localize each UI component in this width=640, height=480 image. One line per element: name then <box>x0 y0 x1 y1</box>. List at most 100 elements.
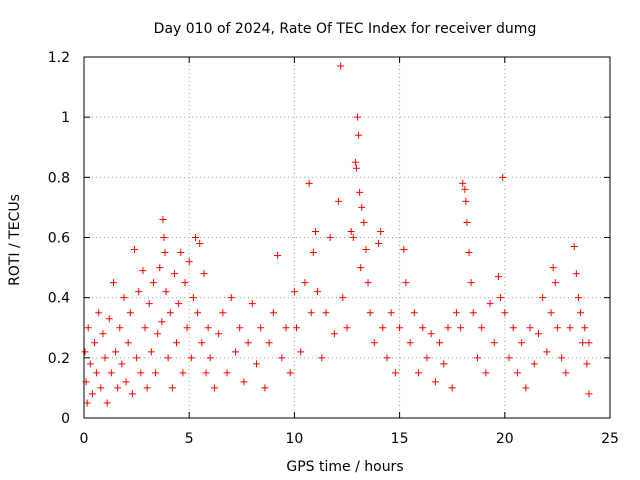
data-point <box>534 330 542 338</box>
data-point <box>379 324 387 332</box>
data-point <box>326 234 334 241</box>
data-point <box>337 62 345 70</box>
data-point <box>156 264 164 272</box>
data-point <box>448 384 456 392</box>
data-point <box>497 294 505 302</box>
data-point <box>194 309 202 317</box>
data-point <box>145 300 153 308</box>
y-tick-label: 0.8 <box>48 170 70 186</box>
data-point <box>391 369 399 377</box>
data-point <box>423 354 431 362</box>
data-point <box>322 309 330 317</box>
data-point <box>440 360 448 368</box>
data-point <box>444 324 452 332</box>
data-point <box>143 384 151 392</box>
data-point <box>566 324 574 332</box>
x-tick-label: 10 <box>285 431 303 447</box>
data-point <box>154 330 162 338</box>
data-point <box>467 279 475 287</box>
data-point <box>354 113 362 121</box>
data-point <box>427 330 435 338</box>
data-point <box>227 294 235 302</box>
data-point <box>118 360 126 368</box>
data-point <box>126 309 134 317</box>
data-point <box>173 339 181 347</box>
data-point <box>572 270 580 278</box>
data-point <box>360 218 368 226</box>
data-point <box>356 188 364 196</box>
data-point <box>183 324 191 332</box>
data-point <box>122 378 130 386</box>
data-point <box>128 390 136 398</box>
data-point <box>352 164 360 172</box>
data-point <box>141 324 149 332</box>
data-point <box>358 203 366 211</box>
y-tick-label: 1 <box>61 110 70 126</box>
data-point <box>147 348 155 356</box>
data-point <box>402 279 410 287</box>
data-point <box>93 369 101 377</box>
data-point <box>311 227 319 235</box>
data-point <box>189 294 197 302</box>
data-point <box>387 309 395 317</box>
data-point <box>265 339 273 347</box>
data-point <box>99 330 107 338</box>
data-point <box>366 309 374 317</box>
data-point <box>210 384 218 392</box>
data-point <box>486 300 494 308</box>
data-point <box>357 264 365 272</box>
data-point <box>236 324 244 332</box>
data-point <box>431 378 439 386</box>
data-point <box>436 339 444 347</box>
data-point <box>343 324 351 332</box>
data-point <box>339 294 347 302</box>
y-tick-label: 0.4 <box>48 291 70 307</box>
axis-ticks: 0 0.2 0.4 0.6 0.8 1 1.2 0 5 10 15 20 25 <box>48 50 619 447</box>
x-tick-label: 20 <box>496 431 514 447</box>
data-point <box>518 339 526 347</box>
data-point <box>457 324 465 332</box>
data-point <box>585 390 593 398</box>
data-point <box>168 384 176 392</box>
data-point <box>103 399 111 407</box>
data-point <box>375 240 383 248</box>
data-point <box>248 300 256 308</box>
data-point <box>95 309 103 317</box>
data-point <box>547 309 555 317</box>
data-point <box>585 339 593 347</box>
x-tick-label: 15 <box>391 431 409 447</box>
data-point <box>282 324 290 332</box>
data-point <box>309 249 317 257</box>
data-point <box>462 197 470 205</box>
data-point <box>84 324 92 332</box>
data-point <box>461 185 469 193</box>
data-point <box>362 246 370 254</box>
data-point <box>549 264 557 272</box>
data-point <box>526 324 534 332</box>
data-point <box>501 309 509 317</box>
data-point <box>530 360 538 368</box>
data-point <box>335 197 343 205</box>
data-point <box>577 309 585 317</box>
data-point <box>159 215 167 223</box>
data-point <box>286 369 294 377</box>
data-point <box>364 279 372 287</box>
data-point <box>160 234 168 241</box>
data-point <box>355 131 363 139</box>
data-point <box>581 324 589 332</box>
data-point <box>187 354 195 362</box>
data-point <box>91 339 99 347</box>
data-point <box>109 279 117 287</box>
data-point <box>415 369 423 377</box>
data-point <box>196 240 204 248</box>
data-point <box>509 324 517 332</box>
data-point <box>149 279 157 287</box>
data-point <box>396 324 404 332</box>
data-point <box>114 384 122 392</box>
data-point <box>223 369 231 377</box>
data-point <box>314 288 322 296</box>
data-point <box>410 309 418 317</box>
data-point <box>349 234 357 241</box>
data-point <box>278 354 286 362</box>
